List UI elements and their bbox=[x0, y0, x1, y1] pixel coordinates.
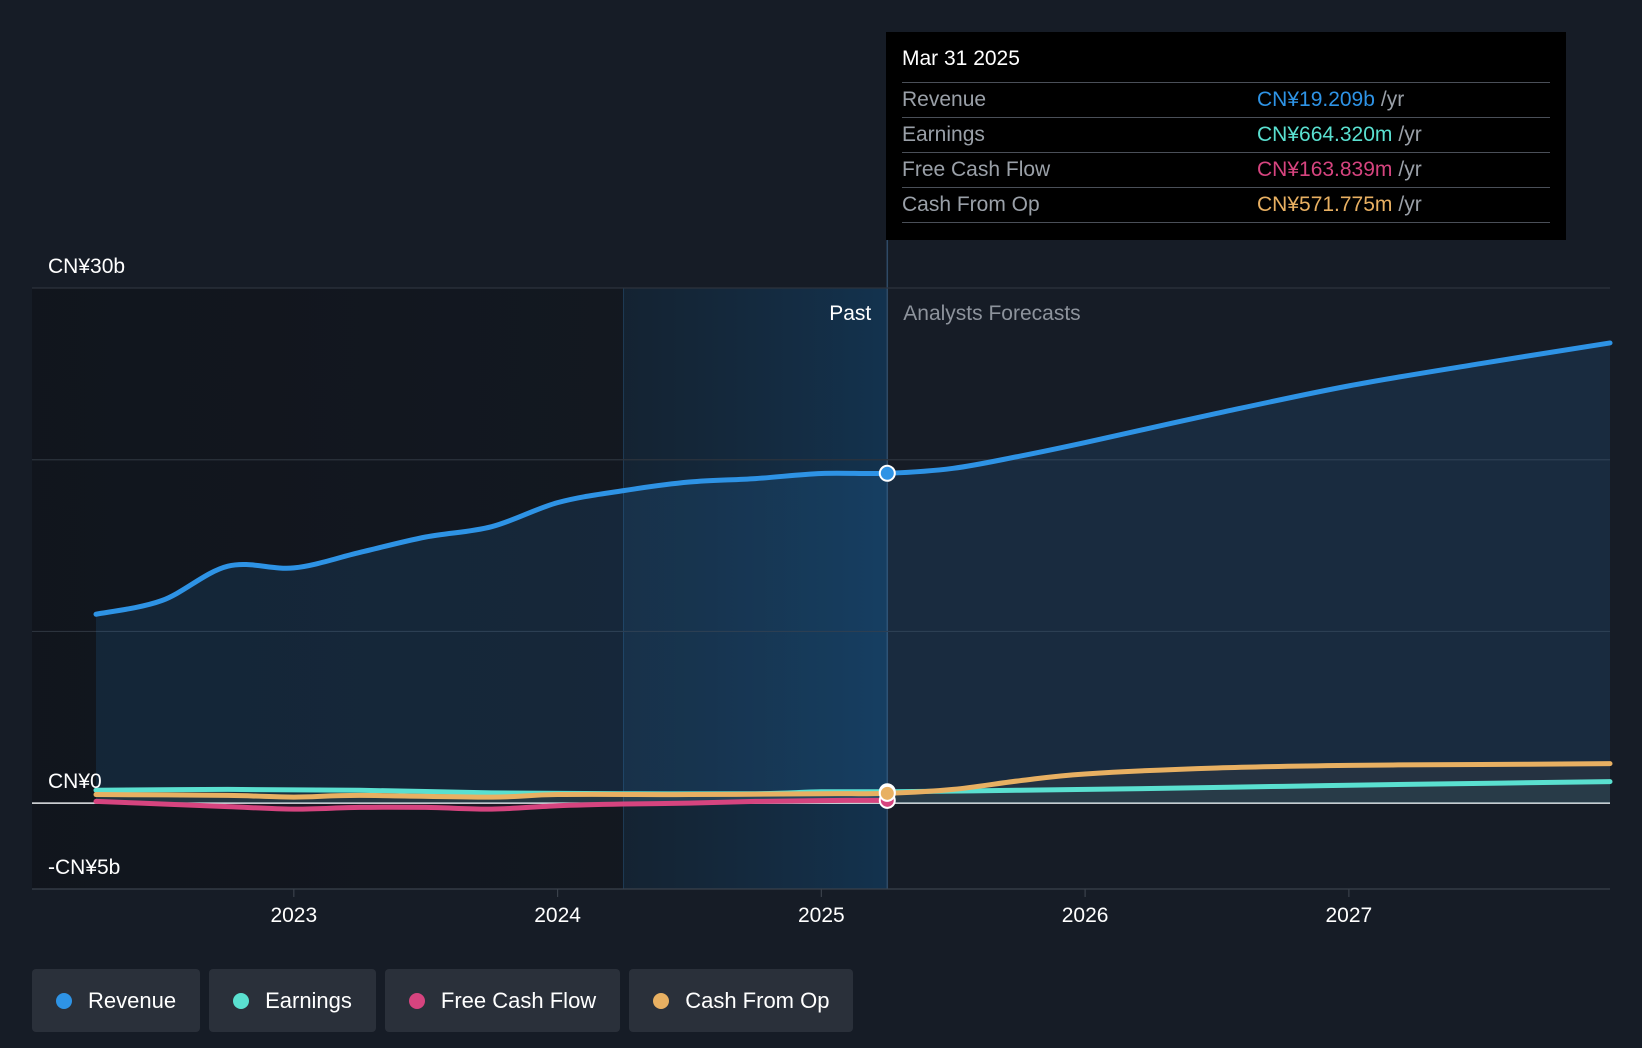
legend-label: Revenue bbox=[88, 987, 177, 1013]
y-tick-label: CN¥0 bbox=[48, 770, 102, 793]
x-tick-label: 2027 bbox=[1326, 904, 1373, 927]
tooltip-date: Mar 31 2025 bbox=[902, 47, 1020, 70]
legend-item-cash-from-op[interactable]: Cash From Op bbox=[629, 969, 854, 1032]
tooltip-row-earnings: Earnings CN¥664.320m /yr bbox=[902, 117, 1550, 152]
tooltip-label: Free Cash Flow bbox=[902, 158, 1051, 181]
legend-dot-icon bbox=[56, 992, 72, 1009]
x-tick-label: 2026 bbox=[1062, 904, 1109, 927]
area-cash-from-op bbox=[96, 763, 1610, 804]
legend-dot-icon bbox=[408, 992, 425, 1009]
marker-cash-from-op bbox=[878, 784, 896, 802]
x-tick-label: 2024 bbox=[534, 904, 581, 927]
tooltip-label: Cash From Op bbox=[902, 193, 1040, 216]
line-revenue bbox=[93, 340, 1613, 617]
legend-dot-icon bbox=[653, 992, 670, 1009]
tooltip-row-cash-from-op: Cash From Op CN¥571.775m /yr bbox=[902, 187, 1550, 223]
x-tick-label: 2023 bbox=[270, 904, 317, 927]
line-free-cash-flow bbox=[93, 797, 890, 812]
tooltip-value: CN¥163.839m bbox=[1257, 158, 1393, 181]
tooltip-value: CN¥664.320m bbox=[1257, 123, 1393, 146]
y-tick-label: -CN¥5b bbox=[48, 856, 120, 879]
area-revenue bbox=[96, 342, 1610, 804]
legend-dot-icon bbox=[233, 992, 250, 1009]
legend-item-free-cash-flow[interactable]: Free Cash Flow bbox=[384, 969, 621, 1032]
tooltip-row-revenue: Revenue CN¥19.209b /yr bbox=[902, 82, 1550, 117]
legend-item-earnings[interactable]: Earnings bbox=[209, 969, 376, 1032]
y-tick-label: CN¥30b bbox=[48, 255, 125, 278]
line-cash-from-op bbox=[93, 761, 1613, 800]
tooltip-value: CN¥19.209b bbox=[1257, 88, 1375, 111]
marker-revenue bbox=[878, 464, 896, 482]
legend-label: Earnings bbox=[265, 987, 352, 1013]
tooltip-unit: /yr bbox=[1398, 158, 1422, 181]
tooltip-unit: /yr bbox=[1398, 123, 1422, 146]
past-label: Past bbox=[829, 302, 871, 325]
tooltip: Mar 31 2025 Revenue CN¥19.209b /yr Earni… bbox=[886, 32, 1566, 240]
tooltip-unit: /yr bbox=[1398, 193, 1422, 216]
legend-label: Cash From Op bbox=[685, 987, 830, 1013]
legend-item-revenue[interactable]: Revenue bbox=[32, 969, 201, 1032]
tooltip-label: Earnings bbox=[902, 123, 985, 146]
legend-label: Free Cash Flow bbox=[440, 987, 597, 1013]
tooltip-unit: /yr bbox=[1380, 88, 1405, 111]
x-tick-label: 2025 bbox=[798, 904, 845, 927]
legend: Revenue Earnings Free Cash Flow Cash Fro… bbox=[32, 969, 854, 1032]
recent-past-region bbox=[623, 288, 888, 889]
tooltip-label: Revenue bbox=[902, 88, 987, 111]
tooltip-value: CN¥571.775m bbox=[1257, 193, 1393, 216]
tooltip-row-free-cash-flow: Free Cash Flow CN¥163.839m /yr bbox=[902, 152, 1550, 187]
forecast-label: Analysts Forecasts bbox=[903, 302, 1080, 325]
